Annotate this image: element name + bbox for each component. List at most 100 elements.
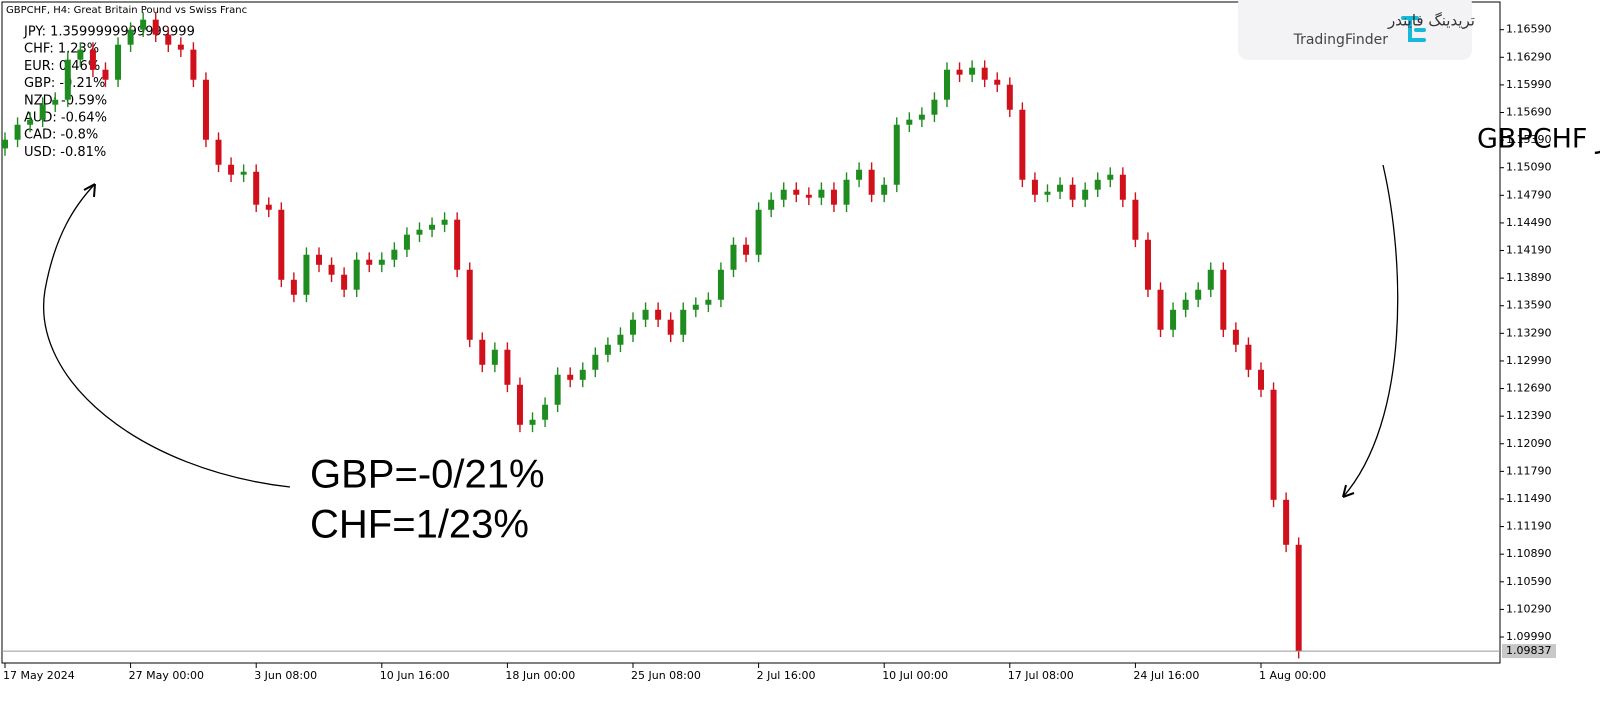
candle-body — [215, 139, 222, 165]
logo-bg — [1238, 0, 1472, 60]
candle-body — [2, 139, 8, 149]
candle-body — [190, 49, 197, 80]
candle-body — [403, 234, 410, 250]
candle-body — [717, 269, 724, 300]
candle-body — [893, 124, 900, 185]
candle-body — [429, 224, 436, 230]
y-tick-label: 1.15690 — [1506, 106, 1552, 119]
candle-body — [14, 124, 21, 140]
y-tick-label: 1.15990 — [1506, 78, 1552, 91]
x-tick-label: 24 Jul 16:00 — [1133, 669, 1199, 682]
candle-body — [617, 334, 624, 345]
x-tick-label: 27 May 00:00 — [129, 669, 204, 682]
candle-body — [341, 274, 348, 290]
candle-body — [567, 374, 574, 380]
last-price-label: 1.09837 — [1506, 644, 1552, 657]
candle-body — [491, 349, 498, 365]
candle-body — [77, 49, 84, 60]
candle-body — [1283, 499, 1290, 545]
y-tick-label: 1.10590 — [1506, 575, 1552, 588]
candle-body — [64, 59, 71, 100]
candle-body — [1245, 344, 1252, 370]
candle-body — [592, 354, 599, 370]
candle-body — [1082, 189, 1089, 200]
candle-body — [240, 171, 247, 175]
candle-body — [278, 209, 285, 280]
y-tick-label: 1.12390 — [1506, 409, 1552, 422]
candle-body — [52, 99, 59, 105]
candle-body — [667, 319, 674, 335]
x-tick-label: 10 Jun 16:00 — [380, 669, 450, 682]
candle-body — [969, 67, 976, 75]
candle-body — [89, 49, 96, 70]
candle-body — [1220, 269, 1227, 330]
candle-body — [604, 344, 611, 355]
candle-body — [818, 189, 825, 198]
candle-body — [981, 67, 988, 80]
candle-body — [1144, 239, 1151, 290]
candle-body — [868, 169, 875, 195]
candle-body — [1031, 179, 1038, 195]
y-tick-label: 1.12990 — [1506, 354, 1552, 367]
y-tick-label: 1.12690 — [1506, 382, 1552, 395]
logo-latin: TradingFinder — [1293, 32, 1389, 48]
x-tick-label: 17 Jul 08:00 — [1008, 669, 1074, 682]
candle-body — [454, 219, 461, 270]
candle-body — [918, 114, 925, 120]
strength-line: CAD: -0.8% — [24, 128, 98, 143]
y-tick-label: 1.16590 — [1506, 23, 1552, 36]
candle-body — [27, 119, 34, 125]
candle-body — [768, 199, 775, 210]
candle-body — [529, 419, 536, 425]
x-tick-label: 10 Jul 00:00 — [882, 669, 948, 682]
x-tick-label: 1 Aug 00:00 — [1259, 669, 1326, 682]
annotation-chf: CHF=1/23% — [310, 503, 529, 547]
strength-line: JPY: 1.3599999999999999 — [23, 25, 195, 40]
candle-body — [944, 69, 950, 100]
y-tick-label: 1.11190 — [1506, 520, 1552, 533]
y-tick-label: 1.10890 — [1506, 547, 1552, 560]
candle-body — [416, 229, 423, 235]
last-price-box — [1502, 644, 1556, 659]
candle-body — [253, 171, 260, 205]
candle-body — [542, 404, 549, 420]
candle-body — [1157, 289, 1164, 330]
candle-body — [1258, 369, 1264, 390]
candle-body — [1132, 199, 1139, 240]
candle-body — [1195, 289, 1202, 300]
candle-body — [479, 339, 486, 365]
candle-body — [692, 304, 699, 310]
candle-body — [1232, 329, 1239, 345]
y-tick-label: 1.13590 — [1506, 299, 1552, 312]
candle-body — [793, 189, 800, 195]
candle-body — [1069, 184, 1076, 200]
y-tick-label: 1.13890 — [1506, 271, 1552, 284]
chart-title: GBPCHF, H4: Great Britain Pound vs Swiss… — [6, 5, 247, 16]
strength-line: CHF: 1.23% — [24, 42, 99, 57]
candle-body — [1019, 109, 1026, 180]
candle-body — [1207, 269, 1214, 290]
annotation-arrow — [1342, 164, 1399, 498]
y-tick-label: 1.14190 — [1506, 244, 1552, 257]
x-tick-label: 18 Jun 00:00 — [505, 669, 575, 682]
y-tick-label: 1.12090 — [1506, 437, 1552, 450]
candle-body — [102, 69, 109, 80]
candle-body — [1182, 299, 1189, 310]
candle-body — [843, 179, 850, 205]
candle-body — [1119, 174, 1126, 200]
candle-body — [994, 79, 1001, 85]
candle-body — [1270, 389, 1277, 500]
candle-body — [1107, 174, 1114, 180]
y-tick-label: 1.15090 — [1506, 161, 1552, 174]
candle-body — [202, 79, 209, 140]
arrow-head — [1342, 484, 1355, 498]
candle-body — [881, 184, 888, 195]
logo-persian: تریدینگ فایندر — [1387, 12, 1475, 30]
candle-body — [466, 269, 473, 340]
candle-body — [579, 369, 586, 380]
candle-body — [554, 374, 561, 405]
candle-body — [328, 264, 335, 275]
candle-body — [366, 259, 373, 265]
candle-body — [931, 99, 938, 115]
